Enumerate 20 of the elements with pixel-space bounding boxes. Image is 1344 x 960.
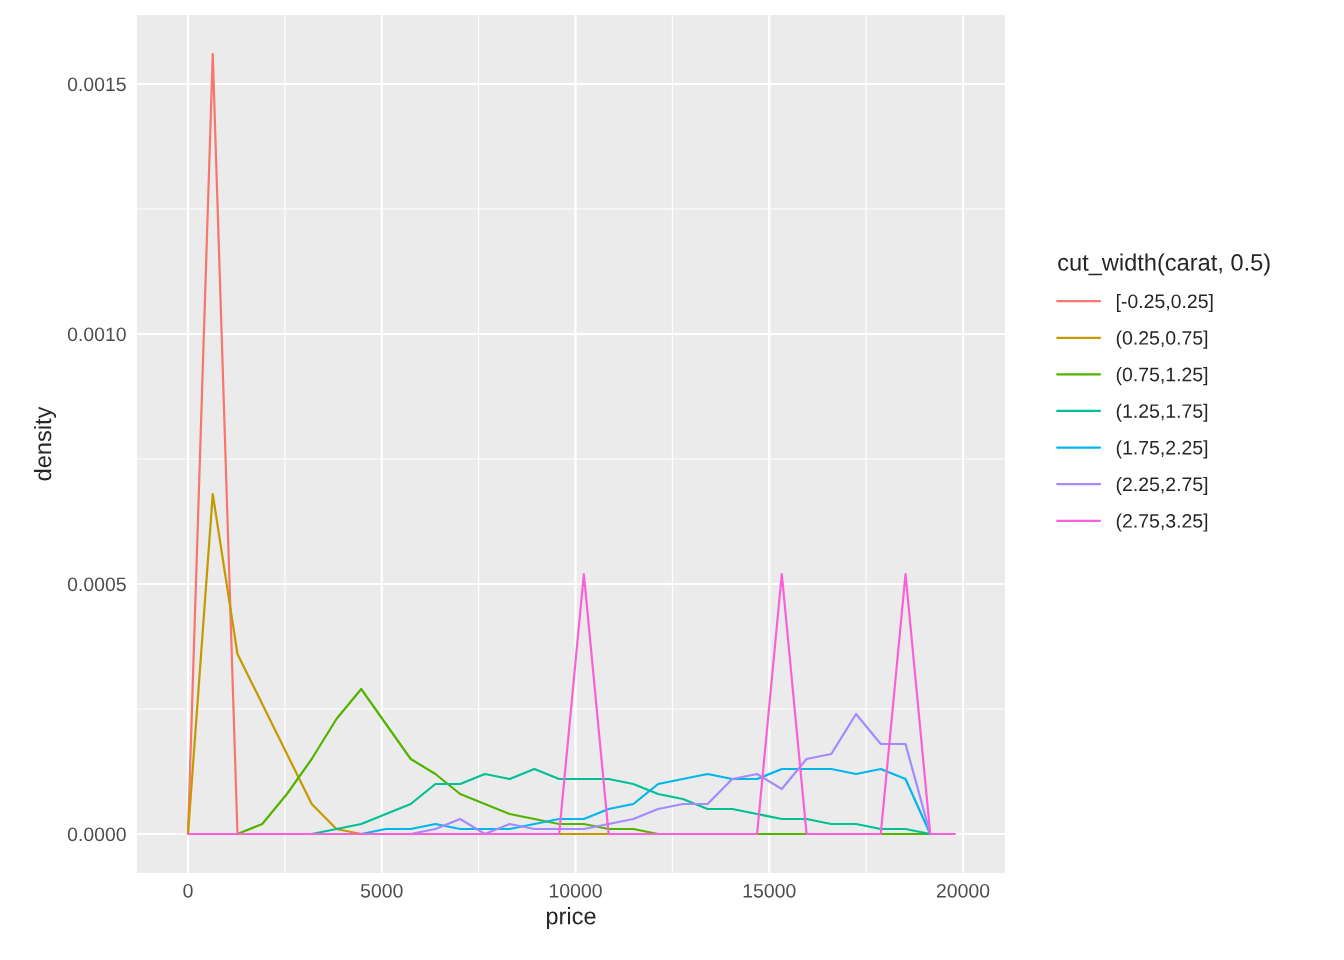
legend-title: cut_width(carat, 0.5)	[1058, 253, 1270, 276]
legend-label: (0.75,1.25]	[1116, 367, 1208, 386]
legend-label: (1.75,2.25]	[1116, 440, 1208, 459]
y-tick-label: 0.0015	[67, 77, 126, 92]
x-tick-label: 10000	[549, 883, 602, 898]
legend-label: [-0.25,0.25]	[1116, 293, 1213, 313]
legend-label: (2.75,3.25]	[1116, 513, 1208, 532]
x-tick-label: 5000	[360, 883, 403, 898]
y-tick-label: 0.0000	[67, 827, 126, 842]
legend-label: (1.25,1.75]	[1116, 403, 1208, 422]
x-tick-label: 0	[183, 883, 193, 898]
y-tick-label: 0.0010	[67, 327, 126, 342]
line-series	[409, 712, 932, 836]
y-tick-label: 0.0005	[67, 577, 126, 592]
x-tick-label: 20000	[936, 883, 990, 898]
legend-label: (2.25,2.75]	[1116, 476, 1208, 496]
x-axis-title: price	[546, 907, 596, 930]
y-axis-title: density	[34, 406, 57, 481]
x-tick-label: 15000	[743, 883, 796, 898]
legend-label: (0.25,0.75]	[1116, 330, 1208, 349]
